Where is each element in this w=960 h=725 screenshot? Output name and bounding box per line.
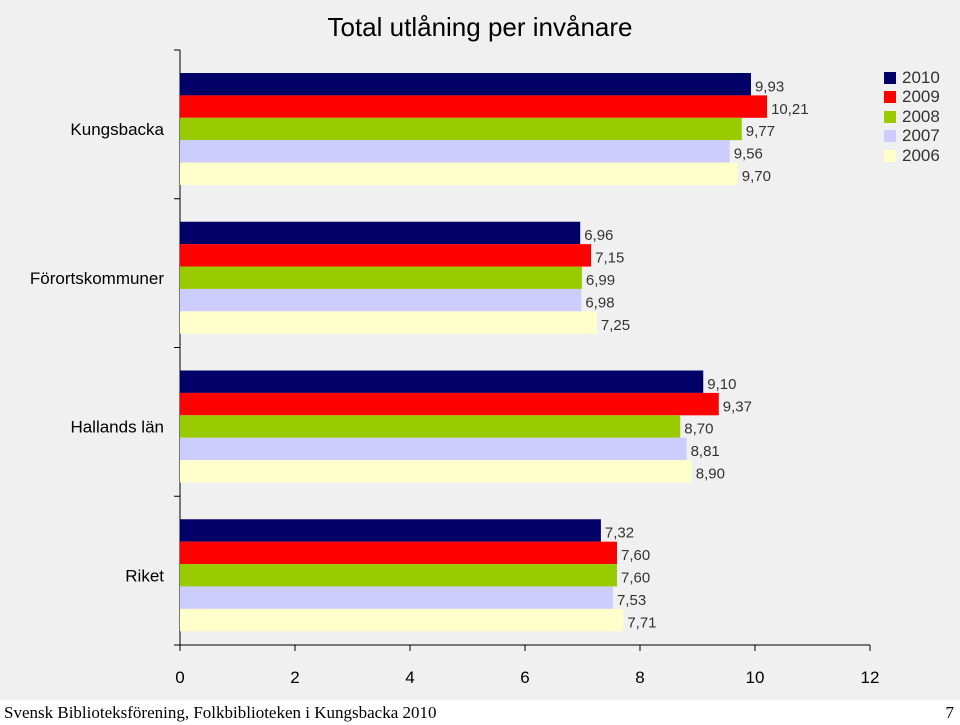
legend-item: 2006 [884,146,940,166]
legend-label: 2010 [902,67,940,87]
data-label: 7,53 [617,592,646,609]
bar [180,311,597,334]
bar [180,586,613,609]
bar [180,162,738,185]
data-label: 9,56 [734,146,763,163]
legend-label: 2006 [902,145,940,165]
data-label: 7,32 [605,525,634,542]
bar [180,564,617,587]
data-label: 7,25 [601,317,630,334]
bar [180,95,768,118]
legend-label: 2009 [902,87,940,107]
data-label: 7,60 [621,569,650,586]
data-label: 8,70 [684,421,713,438]
bar [180,392,719,416]
data-label: 6,99 [586,272,615,289]
data-label: 8,81 [691,443,720,460]
bar [180,140,730,163]
data-label: 6,96 [584,227,613,244]
data-label: 10,21 [771,101,809,118]
legend-item: 2007 [884,126,940,147]
data-label: 9,10 [707,376,736,393]
data-label: 7,60 [621,547,650,564]
x-tick-label: 12 [861,668,880,687]
legend-item: 2010 [884,68,940,88]
legend-item: 2009 [884,87,940,108]
chart-legend: 2010 2009 2008 2007 2006 [884,68,940,166]
data-label: 7,71 [627,614,656,631]
category-label: Hallands län [70,418,164,437]
bar [180,541,617,565]
legend-swatch [884,71,896,84]
data-label: 9,70 [742,168,771,185]
data-label: 9,77 [746,123,775,140]
category-label: Kungsbacka [70,120,164,139]
bar [180,460,692,483]
bar [180,437,687,461]
legend-swatch [884,130,896,143]
data-label: 9,37 [723,398,752,415]
x-tick-label: 10 [746,668,765,687]
legend-label: 2007 [902,126,940,146]
bar [180,266,582,289]
bar [180,221,581,245]
legend-label: 2008 [902,106,940,126]
x-tick-label: 2 [290,668,299,687]
data-label: 6,98 [585,294,614,311]
bar [180,608,624,632]
bar [180,73,751,96]
category-label: Förortskommuner [30,269,164,288]
chart-title: Total utlåning per invånare [327,12,633,42]
legend-item: 2008 [884,107,940,127]
footer-source: Svensk Biblioteksförening, Folkbibliotek… [4,703,437,722]
bar [180,415,681,438]
x-tick-label: 0 [175,668,184,687]
data-label: 9,93 [755,78,784,95]
data-label: 7,15 [595,250,624,267]
x-tick-label: 6 [520,668,529,687]
bar-chart: 0 2 4 6 8 10 12 Kungsbacka 9,93 10,21 9,77 9,56 9,70… [30,49,880,687]
page-number: 7 [945,703,955,722]
bar [180,519,601,542]
category-label: Riket [125,566,164,585]
bar [180,370,704,393]
legend-swatch [884,149,896,162]
bar [180,244,592,267]
data-label: 8,90 [696,466,725,483]
legend-swatch [884,110,896,123]
legend-swatch [884,91,896,104]
x-tick-label: 4 [405,668,414,687]
bar [180,117,742,141]
bar [180,288,582,312]
x-tick-label: 8 [635,668,644,687]
